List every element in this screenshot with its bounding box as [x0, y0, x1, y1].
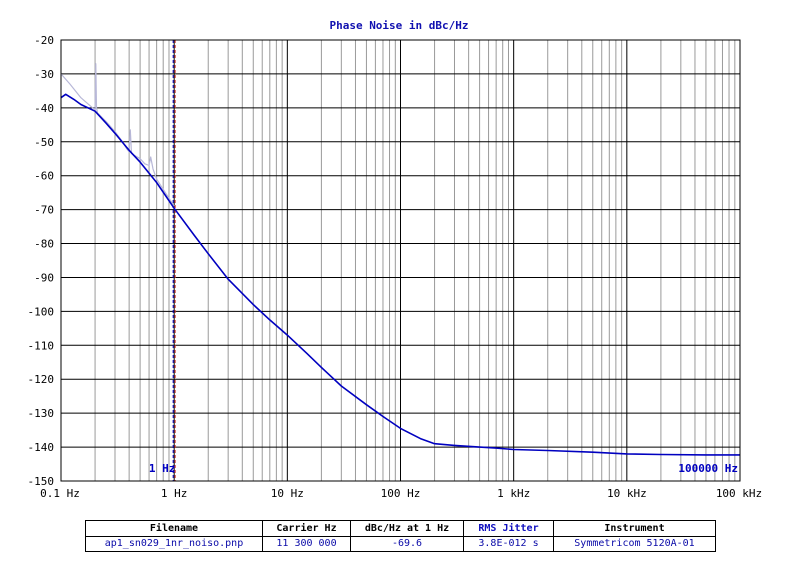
- x-tick-label: 10 kHz: [607, 487, 647, 500]
- data-series: [60, 63, 740, 456]
- plot-frame: [60, 39, 741, 482]
- y-tick-label: -40: [34, 102, 54, 115]
- major-gridlines: [61, 40, 740, 481]
- info-table-value-row: ap1_sn029_1nr_noiso.pnp 11 300 000 -69.6…: [85, 535, 716, 552]
- y-tick-label: -20: [34, 34, 54, 47]
- value-carrier-hz: 11 300 000: [262, 535, 351, 552]
- value-dbc-at-1hz: -69.6: [350, 535, 464, 552]
- x-tick-label: 100 Hz: [381, 487, 421, 500]
- marker-label: 100000 Hz: [678, 462, 738, 475]
- value-instrument: Symmetricom 5120A-01: [553, 535, 716, 552]
- minor-gridlines: [94, 40, 736, 481]
- header-carrier-hz: Carrier Hz: [262, 520, 351, 537]
- chart-title: Phase Noise in dBc/Hz: [329, 19, 468, 32]
- header-rms-jitter: RMS Jitter: [463, 520, 554, 537]
- y-tick-label: -120: [28, 373, 55, 386]
- raw-noise-trace: [60, 63, 175, 207]
- x-axis-tick-labels: 0.1 Hz 1 Hz 10 Hz 100 Hz 1 kHz 10 kHz 100 kHz: [40, 487, 762, 500]
- y-tick-label: -140: [28, 441, 55, 454]
- marker-label: 1 Hz: [149, 462, 176, 475]
- x-tick-label: 1 Hz: [161, 487, 188, 500]
- frequency-markers: 1 Hz 100000 Hz: [149, 40, 738, 481]
- y-tick-label: -70: [34, 204, 54, 217]
- phase-noise-chart: Phase Noise in dBc/Hz 1 Hz 100000 Hz -20-…: [28, 19, 763, 500]
- y-tick-label: -90: [34, 271, 54, 284]
- y-tick-label: -150: [28, 475, 55, 488]
- y-tick-label: -100: [28, 305, 55, 318]
- measurement-info-table: Filename Carrier Hz dBc/Hz at 1 Hz RMS J…: [85, 520, 716, 552]
- header-dbc-at-1hz: dBc/Hz at 1 Hz: [350, 520, 464, 537]
- info-table-header-row: Filename Carrier Hz dBc/Hz at 1 Hz RMS J…: [85, 520, 716, 537]
- value-rms-jitter: 3.8E-012 s: [463, 535, 554, 552]
- y-tick-label: -30: [34, 68, 54, 81]
- y-tick-label: -50: [34, 136, 54, 149]
- y-tick-label: -110: [28, 339, 55, 352]
- y-tick-label: -130: [28, 407, 55, 420]
- y-axis-tick-labels: -20 -30 -40 -50 -60 -70 -80 -90 -100 -110 -120 -130…: [28, 34, 55, 488]
- x-tick-label: 100 kHz: [716, 487, 762, 500]
- y-tick-label: -80: [34, 238, 54, 251]
- smoothed-noise-trace: [60, 93, 740, 456]
- value-filename: ap1_sn029_1nr_noiso.pnp: [85, 535, 263, 552]
- header-filename: Filename: [85, 520, 263, 537]
- x-tick-label: 10 Hz: [271, 487, 304, 500]
- header-instrument: Instrument: [553, 520, 716, 537]
- x-tick-label: 1 kHz: [497, 487, 530, 500]
- y-tick-label: -60: [34, 170, 54, 183]
- x-tick-label: 0.1 Hz: [40, 487, 80, 500]
